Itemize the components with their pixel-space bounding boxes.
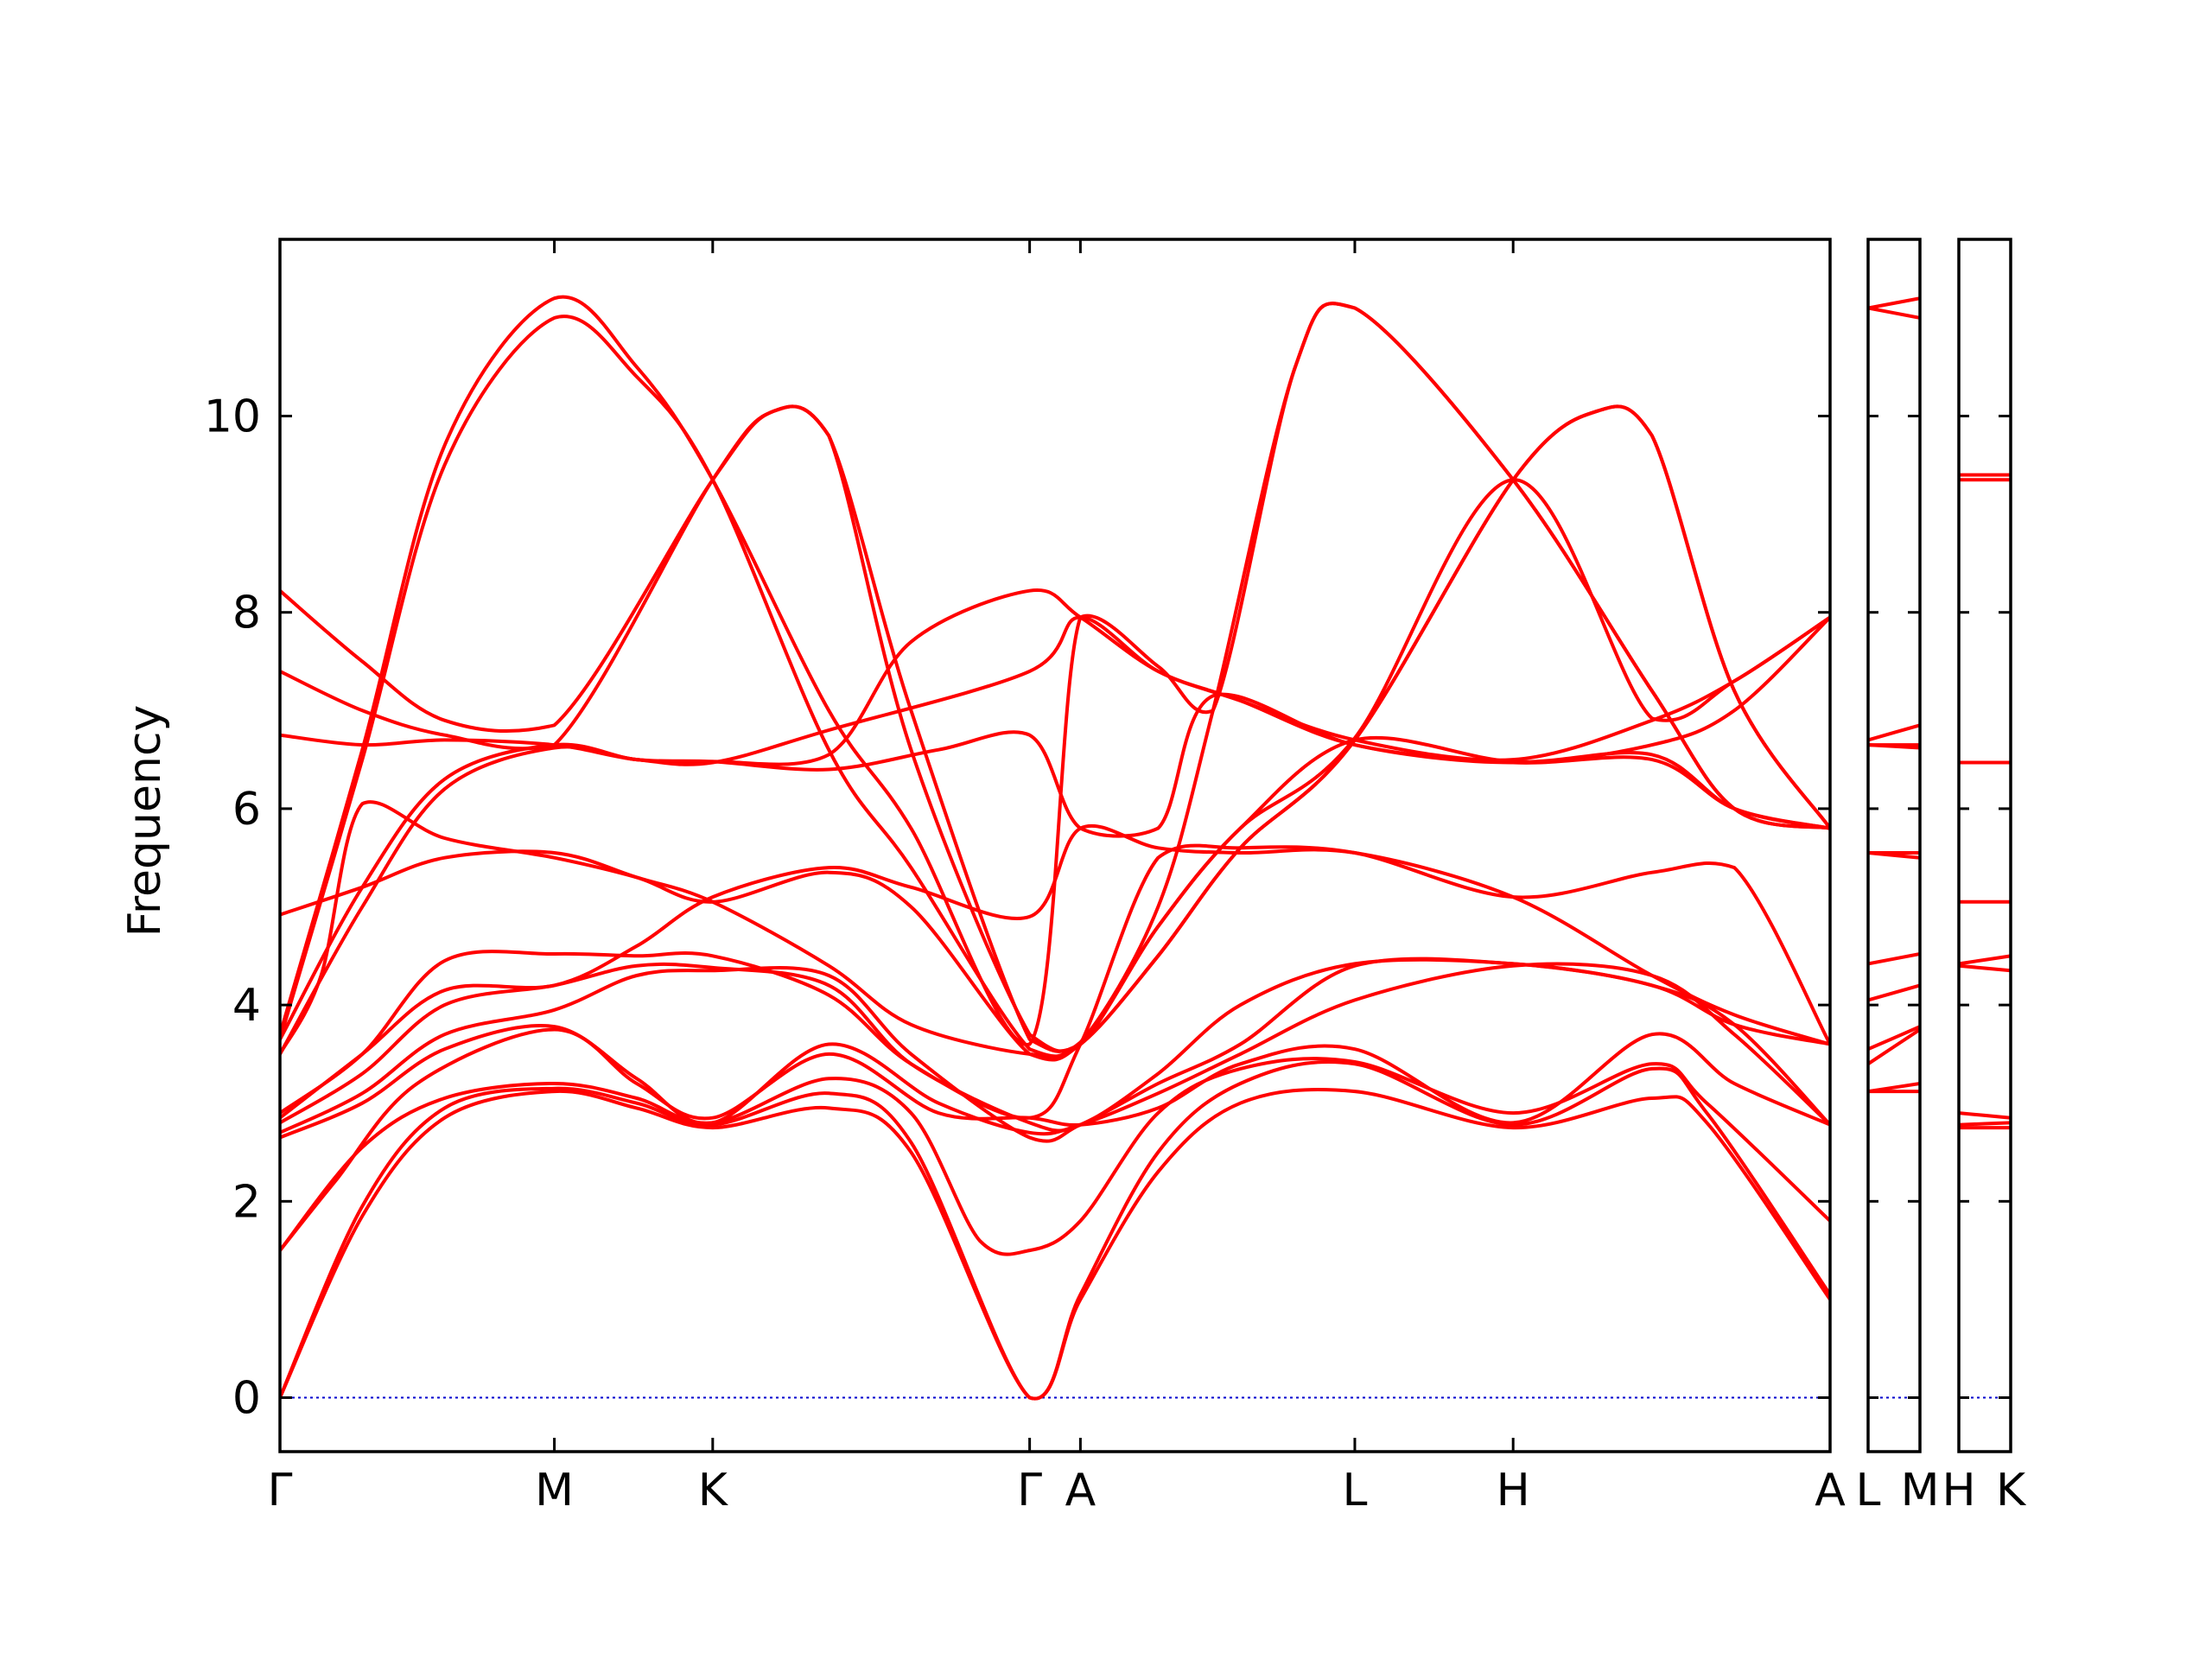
bands-group bbox=[1868, 296, 1920, 1094]
band-2 bbox=[1868, 1082, 1920, 1094]
band-11 bbox=[1868, 723, 1920, 742]
band-3 bbox=[1959, 1111, 2011, 1120]
band-6 bbox=[1868, 952, 1920, 966]
band-5 bbox=[280, 962, 1830, 1140]
panel-frame bbox=[1866, 238, 1922, 1453]
band-5 bbox=[1959, 954, 2011, 966]
k-point-label: M bbox=[1901, 1465, 1940, 1516]
panel-frame bbox=[278, 238, 1832, 1453]
panel-frame bbox=[1957, 238, 2012, 1453]
y-tick-label: 4 bbox=[232, 980, 261, 1032]
bands-group bbox=[1959, 473, 2011, 1130]
y-tick-label: 8 bbox=[232, 588, 261, 639]
band-12 bbox=[1868, 306, 1920, 320]
band-8 bbox=[280, 823, 1830, 1120]
k-point-label: Γ bbox=[1017, 1465, 1042, 1516]
k-point-label: L bbox=[1856, 1465, 1881, 1516]
y-tick-label: 10 bbox=[204, 391, 261, 442]
k-point-label: L bbox=[1342, 1465, 1367, 1516]
band-2 bbox=[280, 1060, 1830, 1401]
k-point-label: K bbox=[1996, 1465, 2027, 1516]
y-tick-label: 6 bbox=[232, 784, 261, 836]
band-15 bbox=[280, 404, 1830, 1053]
band-5 bbox=[1868, 983, 1920, 1002]
band-3 bbox=[1868, 1027, 1920, 1066]
y-axis-label: Frequency bbox=[119, 705, 171, 938]
bands-group bbox=[280, 295, 1830, 1401]
k-point-label: K bbox=[698, 1465, 729, 1516]
band-2 bbox=[1959, 1121, 2011, 1127]
band-10 bbox=[280, 404, 1830, 1062]
k-point-label: A bbox=[1065, 1465, 1096, 1516]
band-7 bbox=[280, 957, 1830, 1133]
band-3 bbox=[280, 1057, 1830, 1256]
band-13 bbox=[1868, 296, 1920, 310]
y-tick-label: 2 bbox=[232, 1176, 261, 1228]
band-1 bbox=[280, 1088, 1830, 1401]
band-11 bbox=[280, 404, 1830, 1058]
band-4 bbox=[1868, 1025, 1920, 1052]
band-16 bbox=[280, 404, 1830, 1053]
band-9 bbox=[280, 843, 1830, 1120]
k-point-label: H bbox=[1497, 1465, 1530, 1516]
k-point-label: M bbox=[535, 1465, 574, 1516]
y-tick-label: 0 bbox=[232, 1373, 261, 1425]
band-13 bbox=[280, 588, 1830, 1041]
k-point-label: H bbox=[1942, 1465, 1975, 1516]
band-4 bbox=[1959, 963, 2011, 973]
k-point-label: A bbox=[1815, 1465, 1846, 1516]
band-14 bbox=[280, 692, 1830, 838]
k-point-label: Γ bbox=[268, 1465, 293, 1516]
band-18 bbox=[280, 295, 1830, 1046]
